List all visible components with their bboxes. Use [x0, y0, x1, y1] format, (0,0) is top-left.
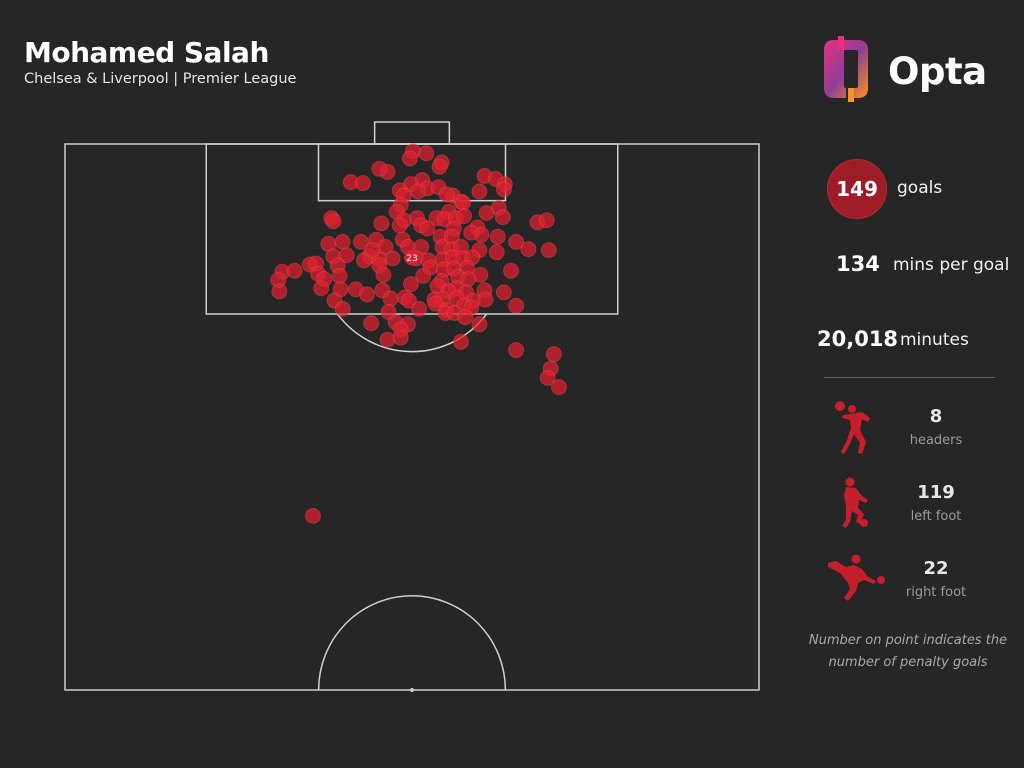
minutes-label: minutes [900, 330, 969, 350]
shot-point [419, 220, 436, 237]
opta-logo-text: Opta [888, 50, 987, 93]
shot-map: 23 [64, 121, 760, 692]
page-title: Mohamed Salah [24, 36, 269, 69]
mins-per-goal-value: 134 [836, 252, 880, 276]
shot-point [352, 233, 369, 250]
left-foot-label: left foot [910, 509, 962, 524]
shot-point [418, 145, 435, 162]
shot-point [375, 266, 392, 283]
page-subtitle: Chelsea & Liverpool | Premier League [24, 71, 297, 87]
goal-frame [373, 121, 451, 145]
shot-point [508, 233, 525, 250]
shot-point [502, 262, 519, 279]
shot-point [411, 300, 428, 317]
penalty-note: Number on point indicates the number of … [808, 633, 1008, 670]
pitch-lines [64, 121, 760, 692]
shot-point [540, 242, 557, 259]
shot-point [539, 369, 556, 386]
shot-point [494, 209, 511, 226]
shot-point [384, 250, 401, 267]
centre-circle [317, 595, 507, 691]
shot-point [410, 183, 427, 200]
headers-label: headers [909, 433, 963, 448]
shot-point [456, 208, 473, 225]
shot-point [415, 267, 432, 284]
shot-point [550, 379, 567, 396]
shot-point [391, 217, 408, 234]
shot-point [331, 267, 348, 284]
right-foot-player-icon [828, 554, 885, 601]
shot-point [392, 329, 409, 346]
shot-point [508, 342, 525, 359]
shot-point [400, 292, 417, 309]
shot-point [305, 507, 322, 524]
shot-point [355, 175, 372, 192]
shot-points: 23 [270, 143, 567, 524]
shot-point [455, 194, 472, 211]
header-player-icon [835, 401, 870, 454]
penalty-goals-label: 23 [406, 254, 417, 264]
right-foot-value: 22 [923, 558, 949, 579]
shot-point [431, 158, 448, 175]
shot-point [495, 181, 512, 198]
shot-point [471, 183, 488, 200]
shot-point [438, 186, 455, 203]
shot-point [457, 309, 474, 326]
shot-point [271, 283, 288, 300]
shot-point [520, 241, 537, 258]
goals-badge: 149 [828, 160, 886, 218]
penalty-goals-point [404, 249, 420, 266]
shot-point [477, 291, 494, 308]
shot-point [325, 213, 342, 230]
shot-point [334, 300, 351, 317]
shot-point [356, 252, 373, 269]
shot-point [471, 316, 488, 333]
shot-point [382, 290, 399, 307]
shot-point [286, 262, 303, 279]
mins-per-goal-label: mins per goal [893, 255, 1010, 275]
shot-point [363, 315, 380, 332]
shot-point [463, 224, 480, 241]
shot-point [359, 286, 376, 303]
shot-point [478, 205, 495, 222]
shot-point [401, 150, 418, 167]
left-foot-value: 119 [917, 482, 955, 503]
goals-label: goals [897, 178, 943, 198]
minutes-value: 20,018 [817, 327, 899, 351]
shot-point [373, 215, 390, 232]
stats-divider [824, 377, 995, 378]
shot-point [545, 346, 562, 363]
shot-point [508, 297, 525, 314]
penalty-arc [336, 313, 488, 353]
centre-spot [410, 688, 414, 692]
shot-point [338, 247, 355, 264]
shot-point [495, 284, 512, 301]
shot-point [313, 280, 330, 297]
left-foot-player-icon [842, 477, 868, 528]
shot-point [334, 233, 351, 250]
shot-point [488, 244, 505, 261]
shot-point [460, 270, 477, 287]
pitch-boundary [64, 143, 760, 691]
right-foot-label: right foot [905, 585, 967, 600]
shot-point [452, 333, 469, 350]
opta-logo-icon [824, 36, 868, 102]
shot-point [379, 331, 396, 348]
shot-point [402, 276, 419, 293]
shot-point [538, 212, 555, 229]
shot-point [364, 242, 381, 259]
shot-point [371, 160, 388, 177]
shot-point [489, 228, 506, 245]
headers-value: 8 [929, 406, 943, 427]
